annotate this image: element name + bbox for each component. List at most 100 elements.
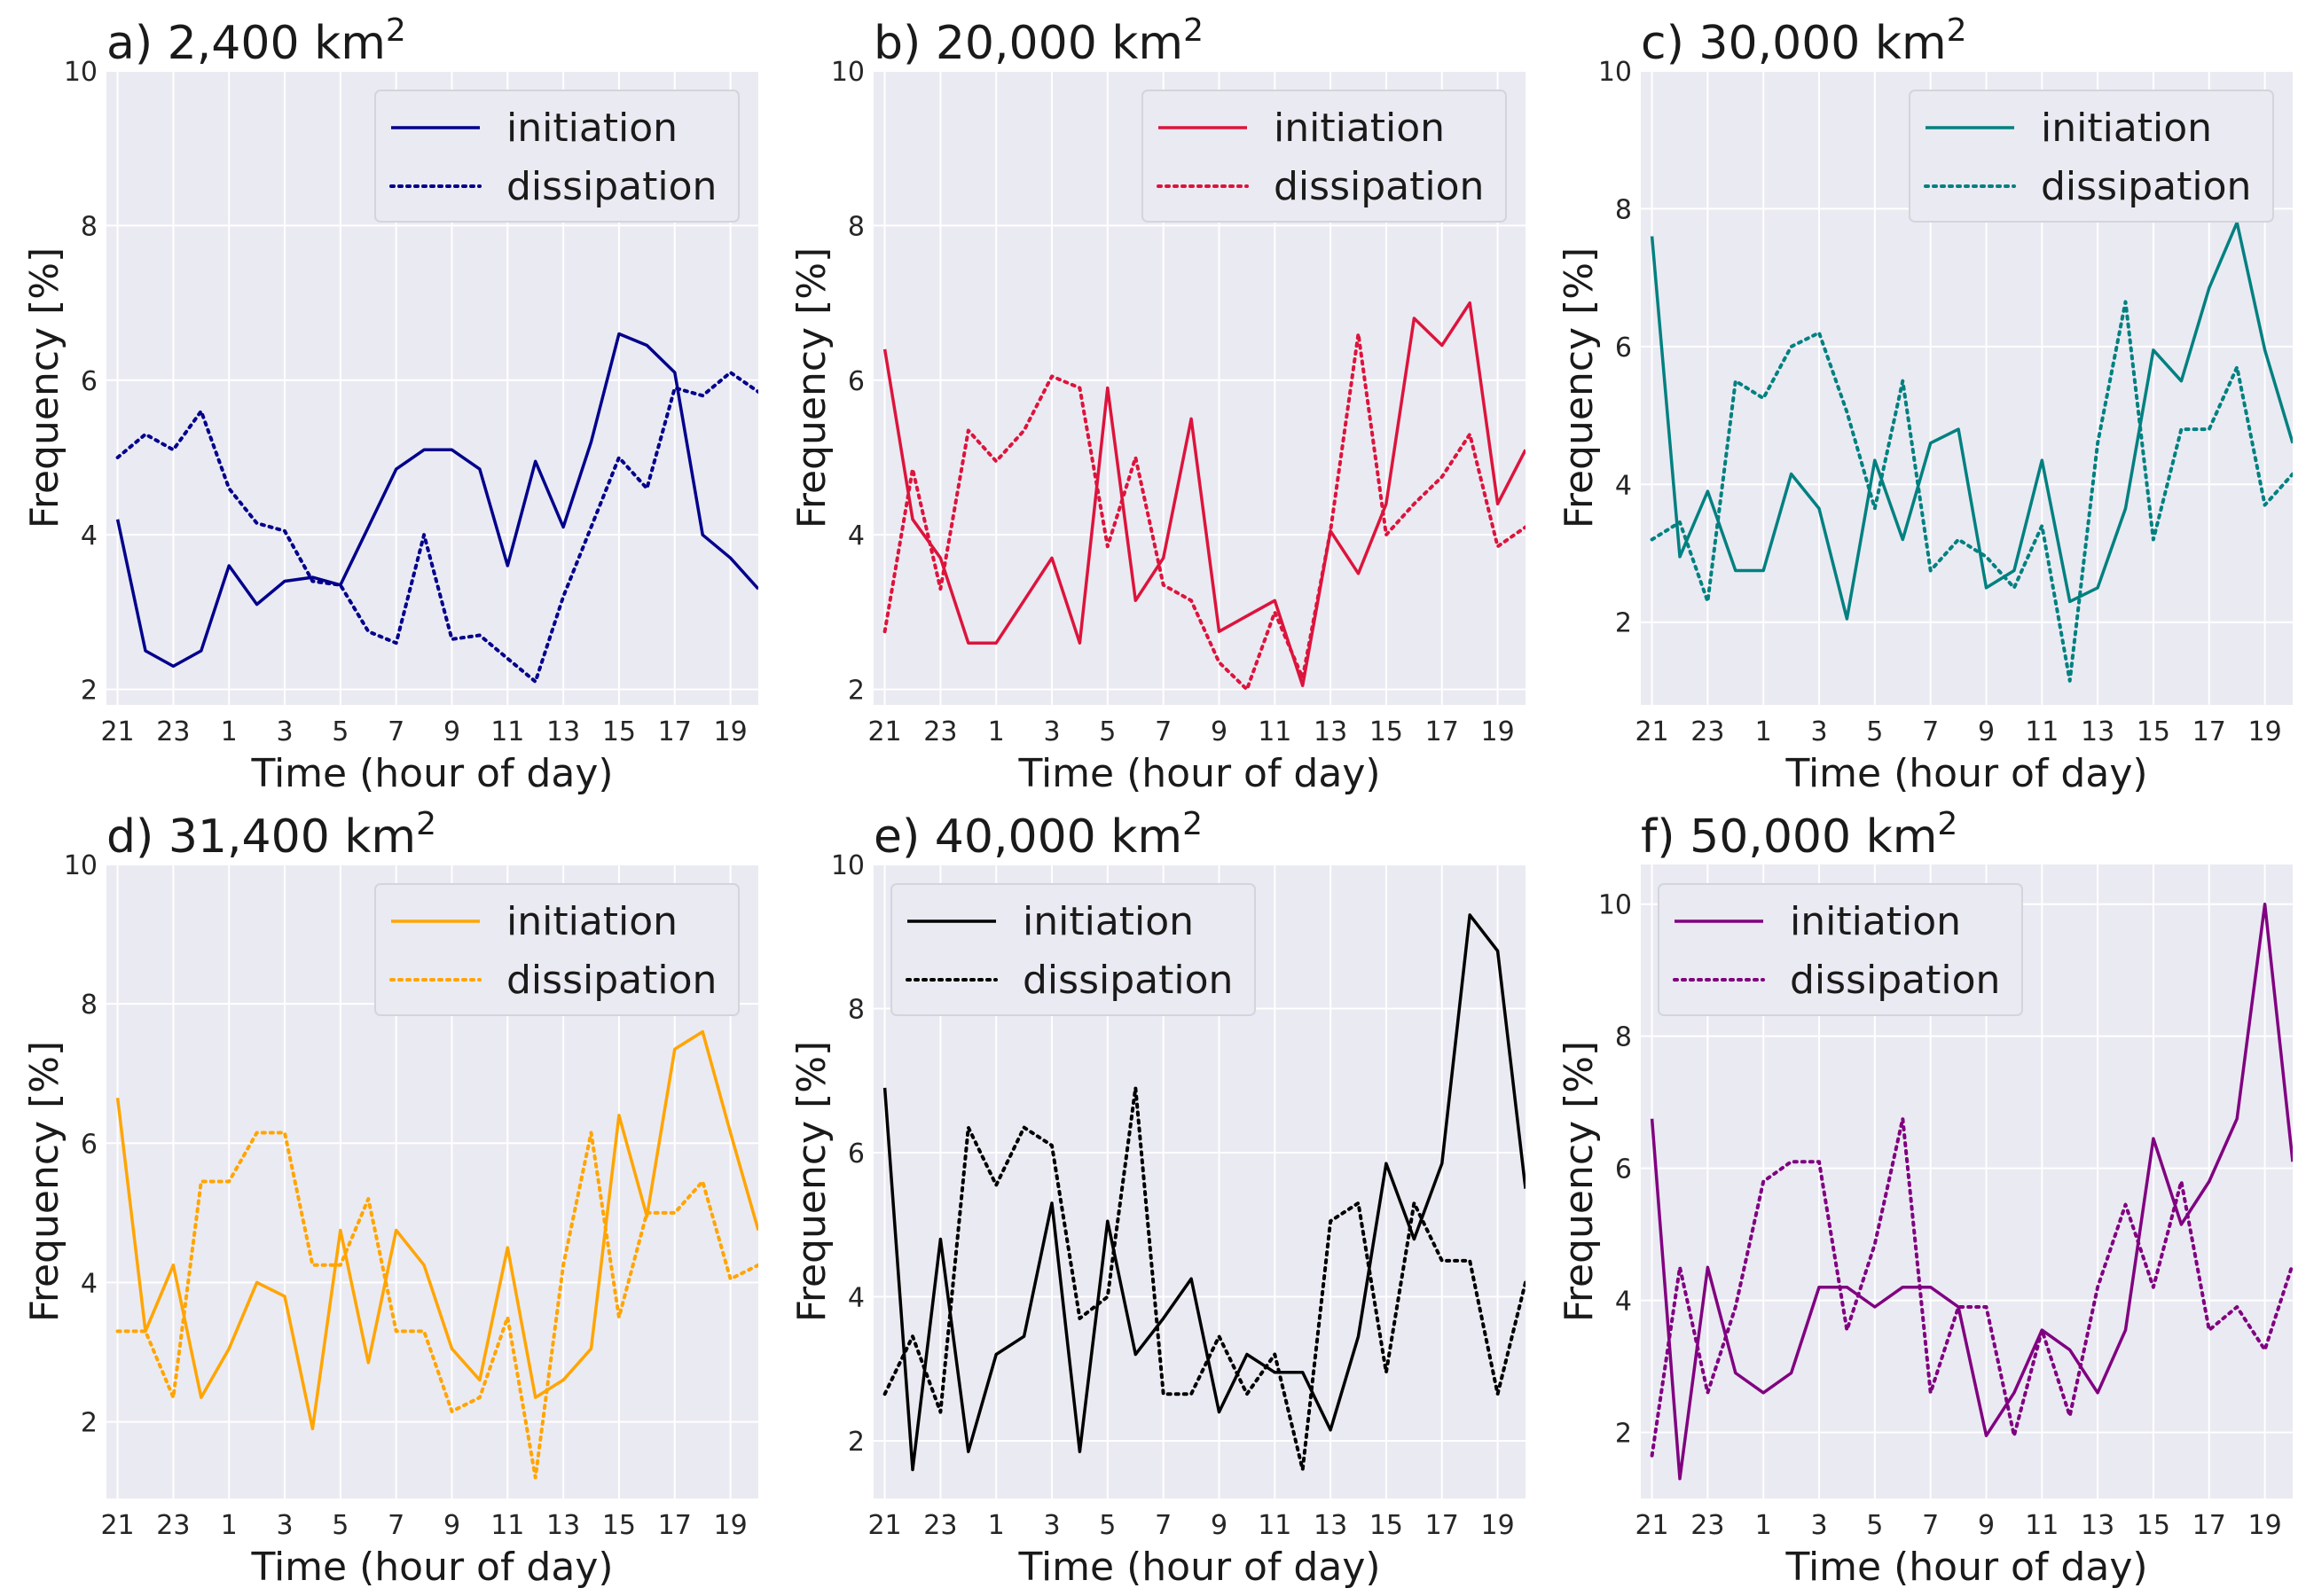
y-tick-label: 4 [81, 1268, 98, 1299]
legend-box [1141, 90, 1507, 223]
legend-label-dissipation: dissipation [1023, 958, 1233, 1003]
y-tick-label: 4 [848, 1283, 865, 1314]
x-tick-label: 9 [443, 716, 460, 747]
x-tick-label: 23 [923, 716, 957, 747]
x-tick-label: 23 [923, 1510, 957, 1541]
y-tick-label: 6 [848, 366, 865, 397]
x-tick-label: 15 [1369, 1510, 1403, 1541]
legend-box [890, 883, 1256, 1016]
legend-label-dissipation: dissipation [1274, 164, 1484, 209]
y-tick-label: 10 [831, 57, 865, 88]
x-tick-label: 11 [1258, 1510, 1291, 1541]
x-tick-label: 17 [2192, 716, 2226, 747]
y-tick-label: 8 [848, 211, 865, 242]
y-tick-label: 4 [81, 520, 98, 552]
y-tick-label: 6 [1615, 1154, 1632, 1185]
series-line-initiation [115, 1029, 758, 1431]
x-tick-label: 13 [1314, 716, 1347, 747]
y-tick-label: 2 [1615, 1419, 1632, 1450]
x-tick-label: 19 [1480, 1510, 1514, 1541]
legend-label-dissipation: dissipation [2041, 164, 2251, 209]
y-tick-label: 8 [848, 995, 865, 1026]
legend-label-dissipation: dissipation [506, 164, 717, 209]
y-tick-label: 6 [1615, 332, 1632, 364]
y-axis-label: Frequency [%] [22, 1041, 67, 1322]
series-line-initiation [882, 913, 1526, 1472]
x-tick-label: 23 [156, 716, 190, 747]
series-line-dissipation [882, 332, 1526, 692]
x-tick-label: 23 [156, 1510, 190, 1541]
y-tick-label: 6 [81, 1129, 98, 1160]
x-tick-label: 7 [1155, 1510, 1172, 1541]
y-axis-label: Frequency [%] [1557, 1041, 1602, 1322]
x-tick-label: 23 [1690, 1510, 1724, 1541]
x-tick-label: 21 [100, 1510, 134, 1541]
x-tick-label: 21 [100, 716, 134, 747]
x-tick-label: 9 [1978, 1510, 1995, 1541]
legend-box [374, 883, 740, 1016]
panel-title: c) 30,000 km2 [1641, 12, 1967, 70]
x-tick-label: 9 [1211, 1510, 1228, 1541]
y-tick-label: 8 [81, 211, 98, 242]
x-tick-label: 1 [221, 1510, 238, 1541]
x-tick-label: 21 [867, 716, 901, 747]
x-tick-label: 9 [1978, 716, 1995, 747]
series-line-initiation [1650, 902, 2293, 1481]
legend: initiation dissipation [1141, 90, 1507, 223]
y-tick-label: 10 [1598, 57, 1632, 88]
x-tick-label: 15 [2137, 1510, 2170, 1541]
x-tick-label: 17 [658, 716, 692, 747]
legend-label-initiation: initiation [506, 899, 678, 944]
x-tick-label: 3 [1810, 1510, 1827, 1541]
x-axis-label: Time (hour of day) [250, 751, 613, 796]
x-axis-label: Time (hour of day) [250, 1545, 613, 1590]
y-tick-label: 6 [848, 1138, 865, 1170]
y-tick-label: 10 [64, 850, 98, 881]
x-axis-label: Time (hour of day) [1017, 751, 1380, 796]
y-tick-label: 8 [1615, 194, 1632, 225]
x-tick-label: 5 [332, 716, 349, 747]
series-line-dissipation [115, 1130, 758, 1480]
x-tick-label: 1 [1755, 716, 1772, 747]
series-line-dissipation [1650, 1116, 2293, 1458]
y-tick-label: 2 [848, 676, 865, 707]
x-tick-label: 19 [1480, 716, 1514, 747]
series-line-initiation [115, 332, 758, 669]
x-tick-label: 3 [276, 1510, 293, 1541]
x-tick-label: 9 [443, 1510, 460, 1541]
x-tick-label: 23 [1690, 716, 1724, 747]
x-tick-label: 13 [2081, 1510, 2114, 1541]
x-axis-label: Time (hour of day) [1017, 1545, 1380, 1590]
x-tick-label: 1 [1755, 1510, 1772, 1541]
y-tick-label: 2 [848, 1427, 865, 1458]
x-tick-label: 11 [1258, 716, 1291, 747]
x-tick-label: 15 [2137, 716, 2170, 747]
legend-label-dissipation: dissipation [1790, 958, 2000, 1003]
y-tick-label: 10 [1598, 890, 1632, 921]
x-tick-label: 1 [988, 716, 1005, 747]
x-tick-label: 7 [1922, 1510, 1939, 1541]
x-tick-label: 11 [490, 1510, 524, 1541]
x-axis-label: Time (hour of day) [1784, 751, 2147, 796]
panel-title: f) 50,000 km2 [1641, 806, 1957, 864]
x-tick-label: 13 [546, 1510, 580, 1541]
x-tick-label: 11 [2025, 1510, 2059, 1541]
x-tick-label: 7 [1922, 716, 1939, 747]
series-line-dissipation [882, 1085, 1526, 1472]
series-line-dissipation [1650, 300, 2293, 683]
x-tick-label: 13 [1314, 1510, 1347, 1541]
x-tick-label: 19 [2247, 716, 2281, 747]
legend: initiation dissipation [1909, 90, 2274, 223]
x-axis-label: Time (hour of day) [1784, 1545, 2147, 1590]
x-tick-label: 13 [2081, 716, 2114, 747]
legend-label-initiation: initiation [1274, 106, 1445, 151]
legend-box [374, 90, 740, 223]
legend-box [1658, 883, 2023, 1016]
y-tick-label: 2 [81, 1408, 98, 1439]
